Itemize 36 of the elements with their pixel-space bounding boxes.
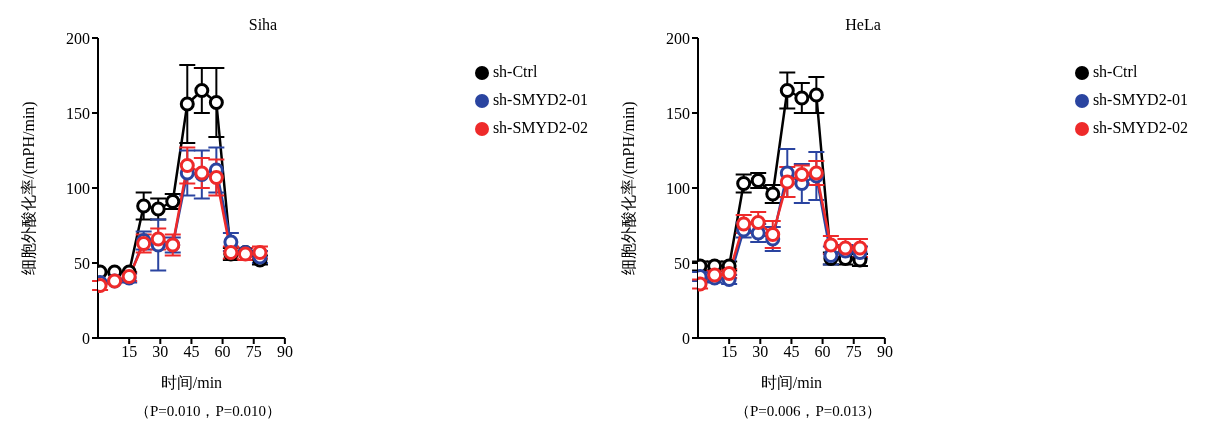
x-tick-label: 60: [814, 343, 831, 361]
y-tick-label: 200: [66, 29, 90, 47]
y-tick-label: 100: [66, 179, 90, 197]
y-tick-label: 50: [674, 254, 690, 272]
x-tick-label: 15: [721, 343, 738, 361]
y-tick-label: 200: [666, 29, 690, 47]
y-tick-label: 150: [666, 104, 690, 122]
x-tick-label: 15: [121, 343, 138, 361]
y-tick-label: 0: [82, 329, 90, 347]
y-axis-title: 细胞外酸化率/(mPH/min): [619, 101, 638, 275]
x-tick-label: 60: [214, 343, 231, 361]
x-tick-label: 75: [845, 343, 862, 361]
x-tick-label: 30: [152, 343, 169, 361]
x-tick-label: 75: [245, 343, 262, 361]
x-tick-label: 45: [183, 343, 200, 361]
y-tick-label: 0: [682, 329, 690, 347]
x-tick-label: 90: [876, 343, 893, 361]
legend-label: sh-Ctrl: [1092, 63, 1138, 80]
legend-label: sh-SMYD2-02: [1092, 119, 1188, 136]
y-tick-label: 50: [74, 254, 90, 272]
x-tick-label: 90: [276, 343, 293, 361]
chart-title: HeLa: [845, 16, 881, 33]
x-tick-label: 30: [752, 343, 769, 361]
y-axis-title: 细胞外酸化率/(mPH/min): [19, 101, 38, 275]
legend-label: sh-SMYD2-01: [492, 91, 588, 108]
legend-label: sh-SMYD2-02: [492, 119, 588, 136]
y-tick-label: 100: [666, 179, 690, 197]
y-tick-label: 150: [66, 104, 90, 122]
legend-label: sh-SMYD2-01: [1092, 91, 1188, 108]
x-axis-title: 时间/min: [160, 374, 223, 391]
x-axis-title: 时间/min: [760, 374, 823, 391]
text: （P=0.010，P=0.010）: [133, 402, 283, 421]
x-tick-label: 45: [783, 343, 800, 361]
legend-label: sh-Ctrl: [492, 63, 538, 80]
chart-title: Siha: [248, 16, 278, 33]
text: （P=0.006，P=0.013）: [733, 402, 883, 421]
